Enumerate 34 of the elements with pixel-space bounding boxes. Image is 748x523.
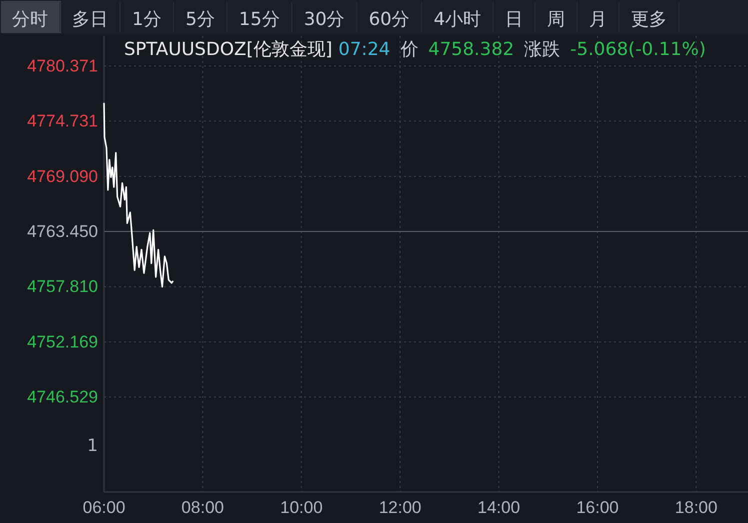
y-tick-label: 4746.529 [27, 387, 98, 406]
text: 多日 [72, 9, 108, 30]
text: 5分 [185, 9, 215, 30]
y-tick-label: 4769.090 [27, 166, 98, 186]
text: 4小时 [434, 9, 482, 30]
text: 15分 [238, 9, 280, 30]
text: 1 [87, 436, 98, 456]
annotation: 价 [399, 39, 418, 60]
text: 30分 [304, 9, 345, 30]
y-tick-label: 4757.810 [27, 277, 98, 296]
line-series [103, 102, 174, 288]
x-tick-label: 06:00 [82, 498, 126, 518]
y-tick-label: 4752.169 [27, 332, 98, 352]
text: 更多 [631, 9, 668, 30]
y-tick-label: 4780.371 [27, 56, 98, 76]
y-tick-label: 4763.450 [27, 222, 98, 241]
x-tick-label: 10:00 [280, 498, 323, 518]
annotation: 4758.382 [428, 39, 514, 60]
text: 分时 [12, 9, 48, 30]
y-tick-label: 4774.731 [27, 112, 98, 131]
x-tick-label: 16:00 [576, 498, 619, 518]
x-tick-label: 18:00 [674, 498, 718, 518]
text: 日 [505, 9, 524, 30]
x-tick-label: 14:00 [478, 498, 520, 518]
x-tick-label: 08:00 [181, 498, 224, 518]
text: 周 [547, 9, 566, 30]
annotation: 07:24 [338, 39, 390, 60]
x-tick-label: 12:00 [378, 498, 422, 518]
chart-title: SPTAUUSDOZ[伦敦金现] [124, 39, 332, 60]
text: 月 [589, 9, 608, 30]
annotation: -5.068(-0.11%) [570, 39, 706, 60]
annotation: 涨跌 [524, 39, 560, 60]
text: 1分 [132, 9, 162, 30]
text: 60分 [368, 9, 410, 30]
